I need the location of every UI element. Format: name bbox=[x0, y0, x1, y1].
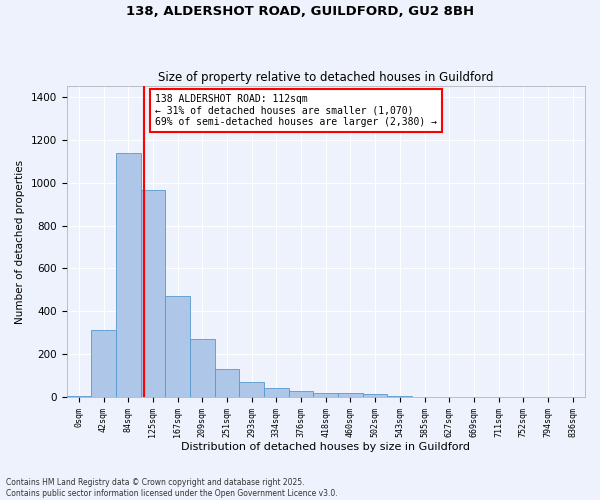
Bar bbox=[165, 296, 190, 397]
Y-axis label: Number of detached properties: Number of detached properties bbox=[15, 160, 25, 324]
Text: 138 ALDERSHOT ROAD: 112sqm
← 31% of detached houses are smaller (1,070)
69% of s: 138 ALDERSHOT ROAD: 112sqm ← 31% of deta… bbox=[155, 94, 437, 127]
Text: Contains HM Land Registry data © Crown copyright and database right 2025.
Contai: Contains HM Land Registry data © Crown c… bbox=[6, 478, 338, 498]
Bar bbox=[67, 396, 91, 397]
Bar bbox=[363, 394, 388, 397]
Bar bbox=[289, 391, 313, 397]
Bar bbox=[313, 393, 338, 397]
Bar bbox=[116, 152, 140, 397]
Bar bbox=[338, 393, 363, 397]
Bar bbox=[239, 382, 264, 397]
Bar bbox=[140, 190, 165, 397]
Text: 138, ALDERSHOT ROAD, GUILDFORD, GU2 8BH: 138, ALDERSHOT ROAD, GUILDFORD, GU2 8BH bbox=[126, 5, 474, 18]
Bar bbox=[190, 340, 215, 397]
Title: Size of property relative to detached houses in Guildford: Size of property relative to detached ho… bbox=[158, 70, 494, 84]
Bar bbox=[264, 388, 289, 397]
Bar bbox=[91, 330, 116, 397]
Bar bbox=[388, 396, 412, 397]
X-axis label: Distribution of detached houses by size in Guildford: Distribution of detached houses by size … bbox=[181, 442, 470, 452]
Bar bbox=[215, 370, 239, 397]
